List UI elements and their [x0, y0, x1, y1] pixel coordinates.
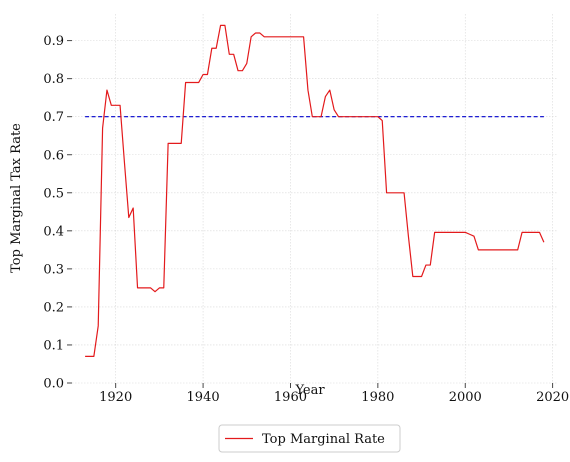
- legend-box: [218, 424, 401, 453]
- y-tick-label: 0.3: [43, 262, 64, 277]
- legend-label: Top Marginal Rate: [262, 432, 385, 447]
- x-tick-label: 1920: [99, 390, 132, 405]
- series-line-top-marginal-rate: [85, 24, 545, 357]
- y-axis-label: Top Marginal Tax Rate: [9, 123, 24, 273]
- y-tick-label: 0.5: [43, 186, 64, 201]
- x-tick-label: 1940: [187, 390, 220, 405]
- y-tick-label: 0.4: [43, 224, 64, 239]
- plot-area: [85, 24, 545, 357]
- grid: [72, 14, 557, 384]
- x-tick-label: 1960: [274, 390, 307, 405]
- x-axis-label: Year: [294, 383, 325, 398]
- y-tick-label: 0.7: [43, 110, 64, 125]
- x-tick-label: 1980: [361, 390, 394, 405]
- y-tick-label: 0.6: [43, 148, 64, 163]
- y-tick-label: 0.0: [43, 377, 64, 392]
- x-tick-label: 2020: [536, 390, 569, 405]
- axis-ticks: 0.0 0.1 0.2 0.3 0.4 0.5 0.6 0.7 0.8 0.9 1920 1940 19…: [43, 34, 569, 405]
- y-tick-label: 0.8: [43, 72, 64, 87]
- x-tick-label: 2000: [449, 390, 482, 405]
- y-tick-label: 0.9: [43, 34, 64, 49]
- y-tick-label: 0.2: [43, 300, 64, 315]
- y-tick-label: 0.1: [43, 338, 64, 353]
- legend: Top Marginal Rate: [218, 424, 401, 453]
